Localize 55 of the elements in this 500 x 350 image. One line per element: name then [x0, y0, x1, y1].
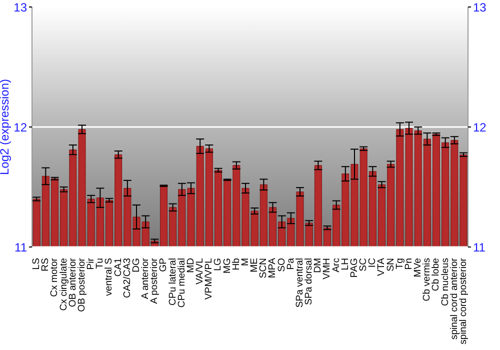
x-tick-label: SPa ventral	[294, 258, 306, 308]
x-tick-label: Cb vermis	[422, 258, 433, 302]
x-tick-label: LH	[340, 258, 351, 270]
x-tick-label: CA2/CA3	[122, 258, 133, 298]
x-tick-label: SN	[385, 258, 396, 272]
x-tick-label: PAG	[348, 258, 360, 278]
y2-tick-label: 12	[473, 120, 487, 134]
x-tick-label: VA/VL	[194, 257, 206, 284]
y-axis-title: Log2 (expression)	[0, 78, 12, 176]
x-tick-label: OB posterior	[76, 257, 88, 312]
x-tick-label: CA1	[112, 258, 124, 277]
x-tick-label: SC	[358, 258, 370, 272]
x-tick-label: Cb lobe	[430, 258, 442, 292]
y2-tick-label: 13	[473, 0, 487, 14]
x-tick-label: SPa dorsal	[304, 258, 315, 305]
x-tick-label: ventral S	[104, 258, 115, 296]
x-tick-label: Arc	[330, 258, 342, 272]
x-tick-label: MG	[222, 258, 233, 274]
x-tick-label: LS	[31, 258, 42, 270]
x-tick-label: SO	[276, 258, 288, 272]
x-tick-label: OB anterior	[67, 257, 78, 308]
x-tick-label: DM	[312, 258, 324, 273]
x-tick-label: VPM/VPL	[204, 257, 215, 300]
x-tick-label: ME	[249, 258, 260, 272]
x-tick-label: Tg	[394, 258, 406, 270]
x-tick-label: MD	[185, 258, 196, 273]
x-tick-label: A anterior	[140, 257, 152, 300]
x-tick-label: RS	[40, 258, 52, 272]
x-tick-label: GP	[158, 258, 170, 272]
x-tick-label: Cb nucleus	[440, 258, 451, 306]
x-tick-label: spinal cord posterior	[458, 257, 469, 344]
y-tick-label: 12	[14, 120, 28, 134]
x-tick-label: MVe	[412, 258, 424, 278]
x-tick-label: Tu	[94, 258, 106, 269]
x-tick-label: M	[240, 258, 251, 266]
x-tick-label: SCN	[258, 258, 270, 278]
x-tick-label: LG	[212, 258, 224, 271]
x-tick-label: Pa	[285, 257, 296, 270]
y-tick-label: 11	[14, 240, 28, 254]
x-tick-label: spinal cord anterior	[448, 257, 460, 340]
x-tick-label: Hb	[230, 258, 242, 270]
x-tick-label: Cx motor	[49, 257, 60, 297]
x-tick-label: DG	[130, 258, 142, 272]
x-tick-label: IC	[367, 258, 378, 268]
x-tick-label: Pir	[86, 257, 97, 270]
x-tick-label: VTA	[376, 257, 388, 276]
x-tick-label: A posterior	[149, 257, 160, 304]
x-tick-label: MPA	[267, 257, 278, 278]
x-tick-label: Cx cingulate	[58, 258, 70, 311]
y-tick-label: 13	[14, 0, 28, 14]
x-tick-label: VMH	[322, 258, 333, 280]
y2-tick-label: 11	[473, 240, 486, 254]
x-tick-label: Pn	[403, 258, 414, 270]
x-tick-label: CPu medial	[176, 258, 188, 308]
x-tick-label: CPu lateral	[167, 258, 178, 306]
